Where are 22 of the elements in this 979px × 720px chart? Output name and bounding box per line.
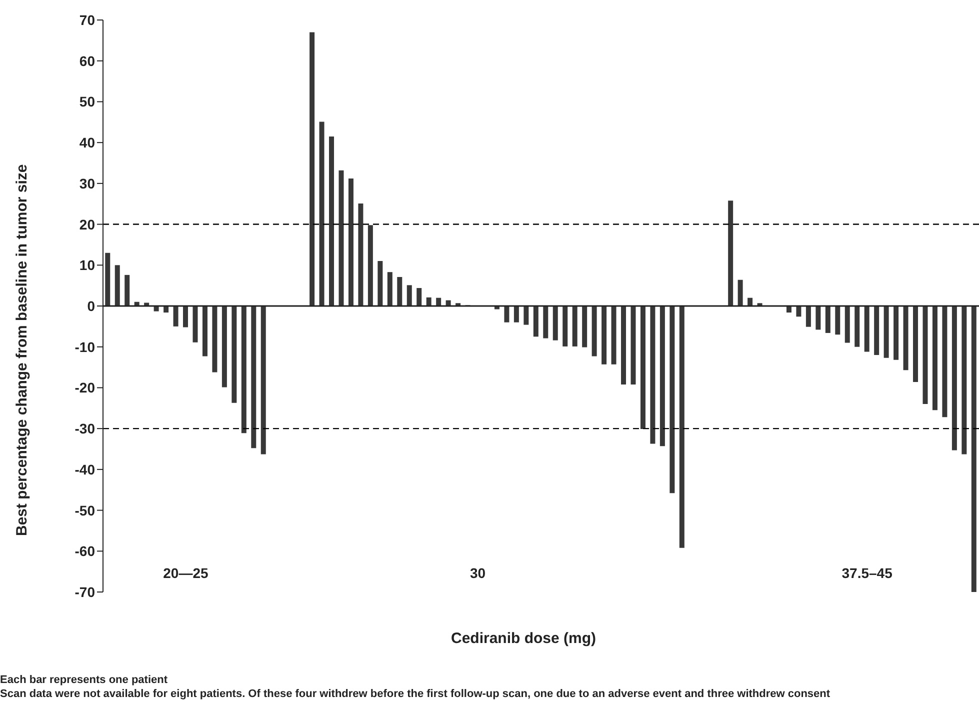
y-tick-label: -50 (74, 502, 96, 518)
y-tick-label: 60 (79, 52, 96, 69)
text: Scan data were not available for eight patients. Of these four withdrew before the first follow-up scan, one due to an adverse event and three withdrew consent (0, 687, 832, 701)
x-tick-label: 30 (470, 565, 486, 581)
x-tick-label: 37.5–45 (842, 565, 893, 581)
y-tick-label: 0 (87, 298, 96, 314)
y-tick-label: 40 (79, 134, 96, 151)
y-tick-label: -10 (74, 338, 96, 355)
y-tick-label: -20 (74, 380, 96, 396)
y-tick-label: 30 (79, 175, 96, 192)
y-tick-label: -60 (74, 543, 96, 560)
y-tick-label: -30 (74, 420, 96, 437)
y-tick-label: 50 (79, 94, 96, 110)
y-tick-label: 70 (79, 12, 96, 28)
x-axis-title: Cediranib dose (mg) (450, 630, 597, 647)
y-axis-title: Best percentage change from baseline in tumor size (13, 164, 30, 536)
y-tick-label: -40 (74, 461, 96, 478)
y-tick-label: -70 (74, 584, 96, 600)
y-tick-label: 10 (79, 257, 96, 274)
y-tick-label: 20 (79, 216, 96, 232)
text: Each bar represents one patient (0, 673, 168, 687)
x-tick-label: 20—25 (163, 565, 209, 581)
